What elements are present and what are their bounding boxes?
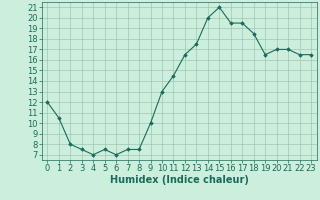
X-axis label: Humidex (Indice chaleur): Humidex (Indice chaleur) bbox=[110, 175, 249, 185]
